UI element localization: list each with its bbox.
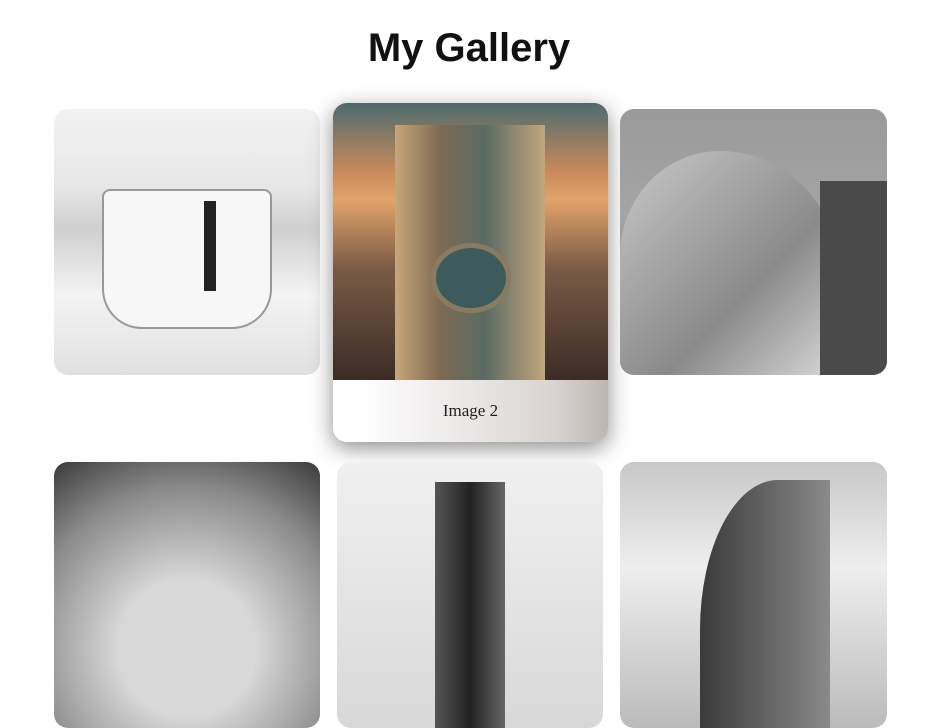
gallery-image bbox=[337, 462, 603, 728]
gallery-image bbox=[54, 109, 320, 375]
page: My Gallery Image 2 (() => { const d bbox=[54, 26, 887, 728]
gallery-image bbox=[620, 462, 887, 728]
gallery-image bbox=[620, 109, 887, 375]
banner bbox=[204, 201, 216, 291]
glass-building bbox=[700, 480, 830, 728]
gallery-card[interactable] bbox=[337, 462, 603, 728]
gallery-card[interactable] bbox=[54, 462, 320, 728]
gallery-card[interactable] bbox=[620, 109, 887, 375]
gallery-card[interactable] bbox=[620, 462, 887, 728]
tower bbox=[820, 181, 887, 375]
gallery-card[interactable] bbox=[54, 109, 320, 375]
gallery-image bbox=[333, 103, 608, 380]
page-title: My Gallery bbox=[367, 26, 571, 70]
gallery-card-hovered[interactable]: Image 2 bbox=[333, 103, 608, 442]
building-drum bbox=[102, 189, 272, 329]
round-window bbox=[431, 243, 511, 313]
image-caption: Image 2 bbox=[442, 401, 499, 420]
skyscraper bbox=[435, 482, 505, 728]
curved-facade bbox=[620, 151, 840, 375]
gallery-image bbox=[54, 462, 320, 728]
